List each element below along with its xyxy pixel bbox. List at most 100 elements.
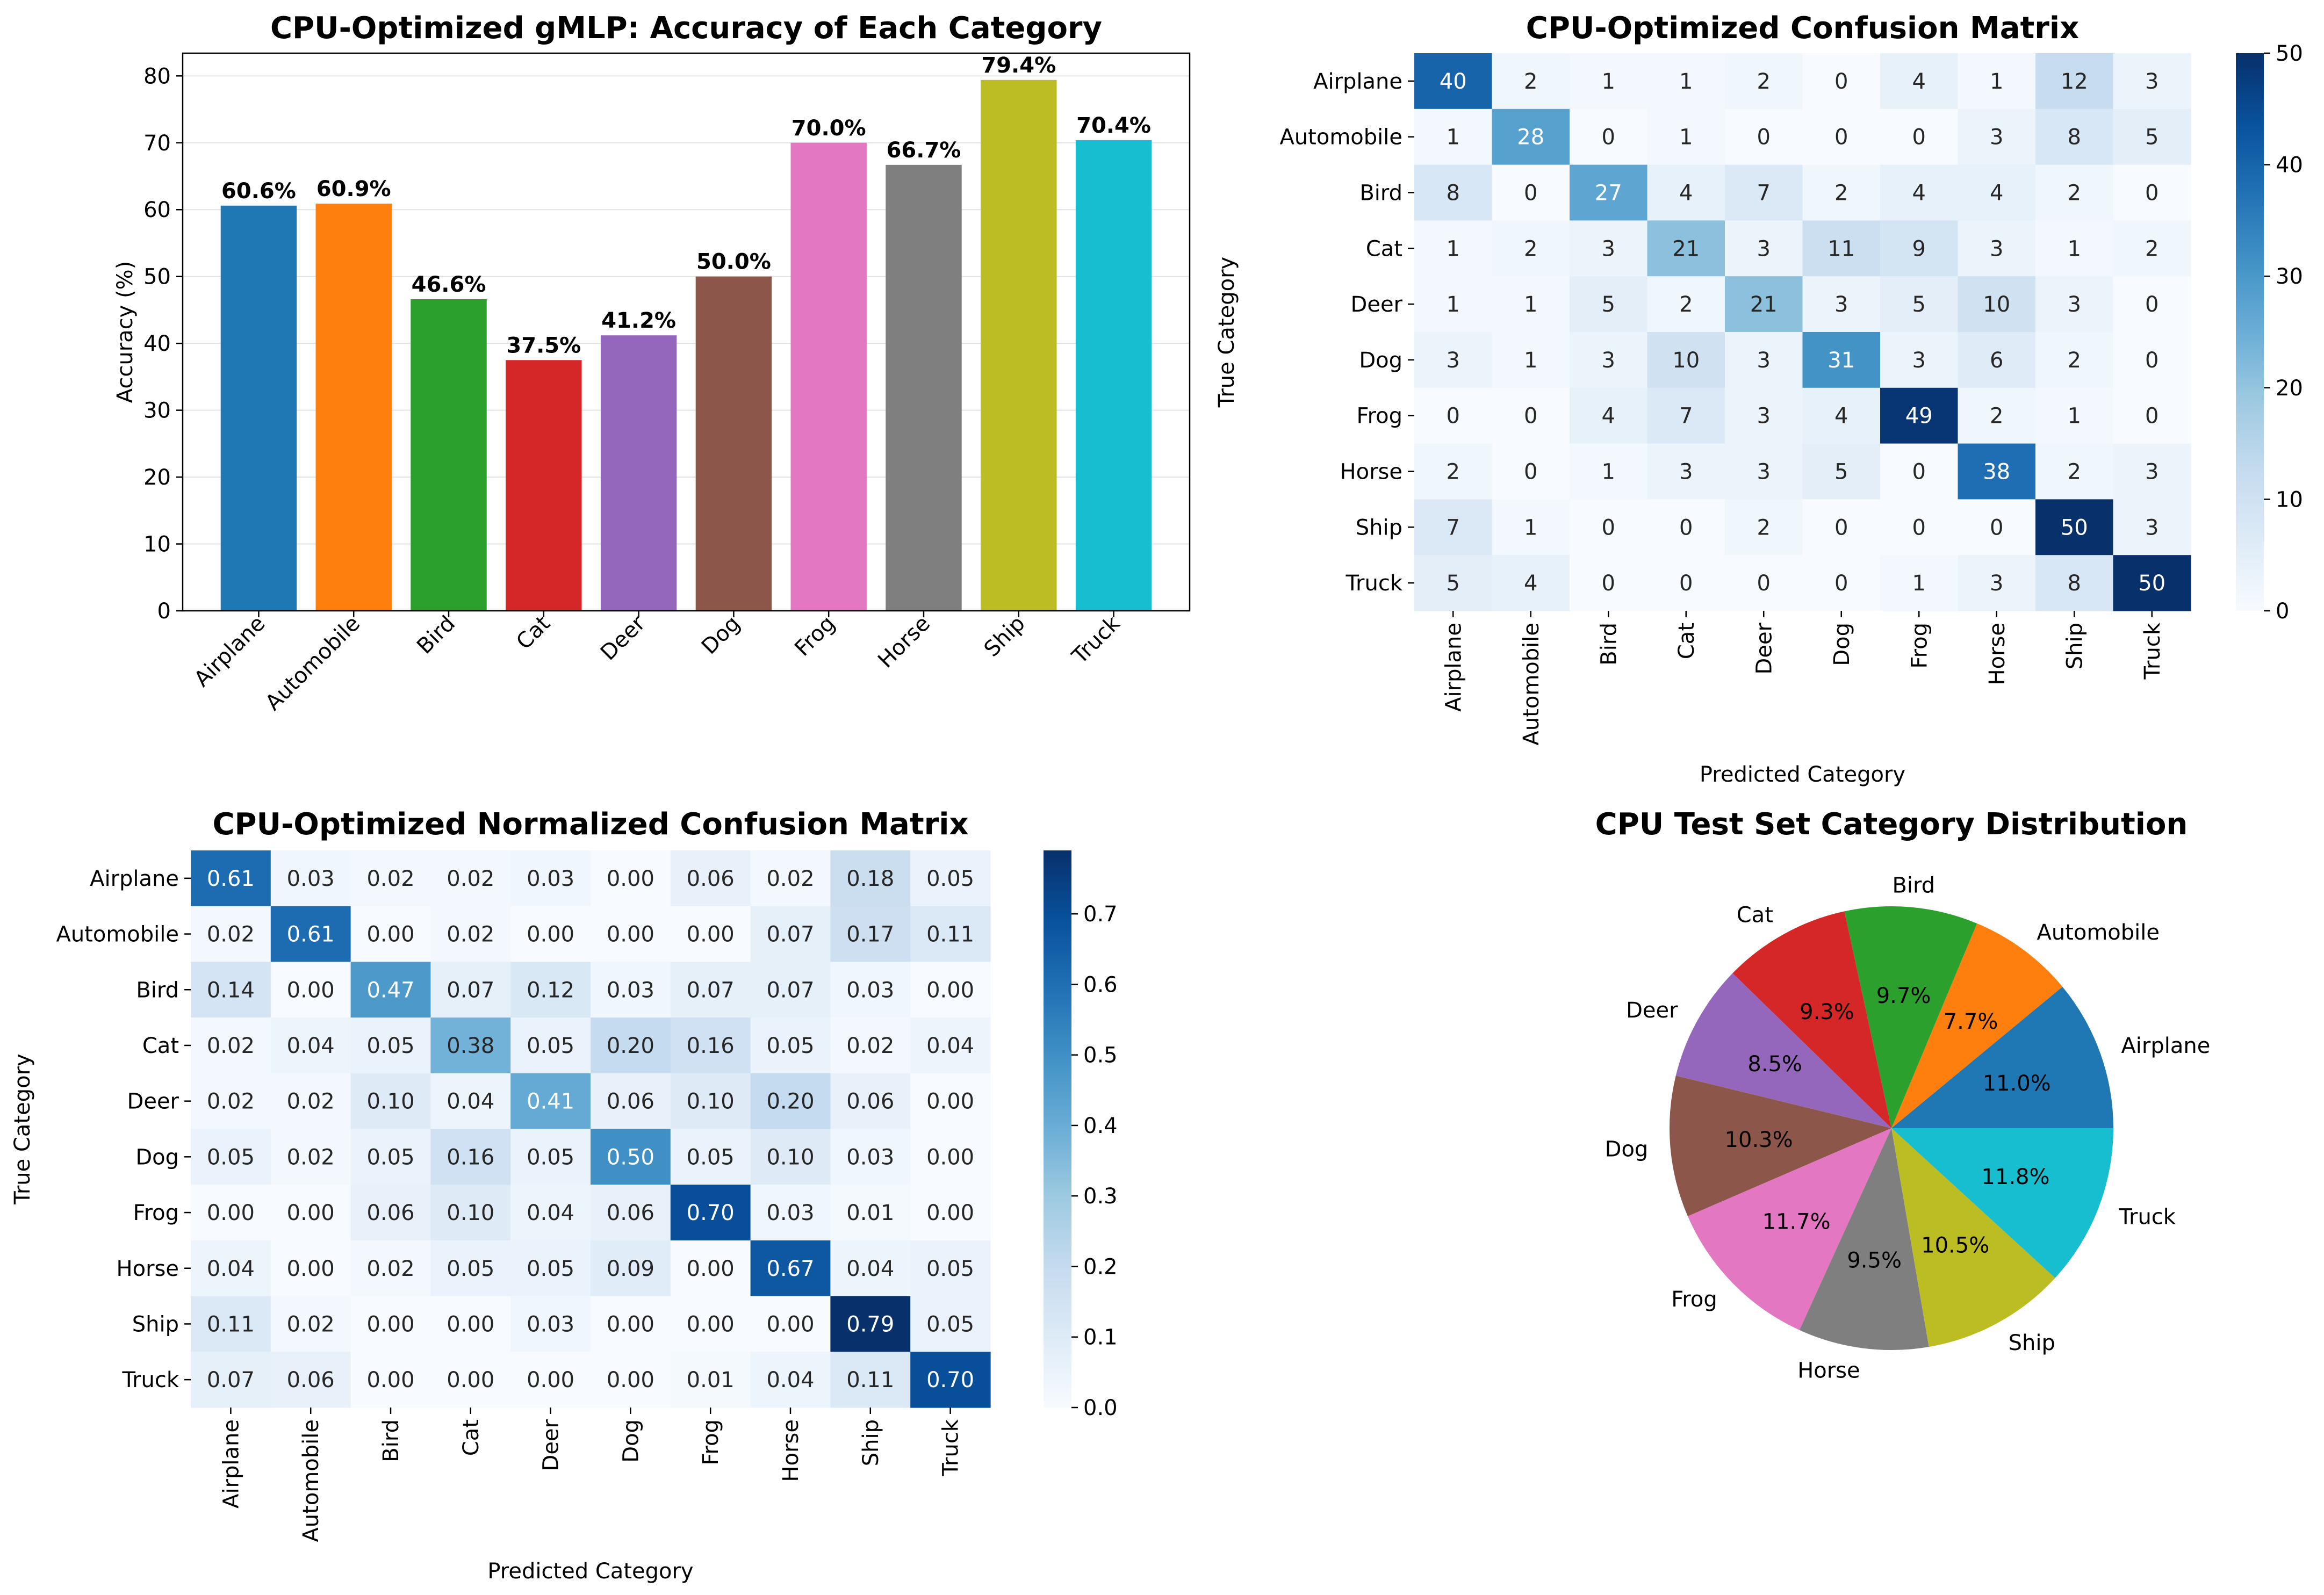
heatmap-cell bbox=[830, 1185, 911, 1241]
heatmap-cell bbox=[1492, 443, 1570, 500]
slice-percent-label: 11.7% bbox=[1762, 1210, 1831, 1235]
heatmap-cell bbox=[591, 1073, 671, 1130]
cell-value: 0.02 bbox=[447, 922, 494, 947]
heatmap-cell bbox=[510, 1296, 591, 1352]
heatmap-cell bbox=[670, 850, 751, 907]
y-tick-label: Horse bbox=[117, 1257, 179, 1281]
heatmap-cell bbox=[591, 962, 671, 1018]
cell-value: 4 bbox=[1602, 404, 1615, 429]
heatmap-cell bbox=[830, 1296, 911, 1352]
heatmap-cell bbox=[510, 962, 591, 1018]
heatmap-cell bbox=[591, 1296, 671, 1352]
heatmap-cell bbox=[1880, 276, 1959, 333]
colorbar-tick-label: 0 bbox=[2276, 599, 2289, 624]
cell-value: 1 bbox=[1679, 125, 1693, 150]
heatmap-cell bbox=[191, 1129, 271, 1185]
heatmap-cell bbox=[750, 1240, 831, 1297]
bar-automobile bbox=[315, 204, 392, 611]
colorbar-tick-label: 50 bbox=[2276, 41, 2303, 66]
cell-value: 0.38 bbox=[447, 1034, 494, 1058]
cell-value: 21 bbox=[1672, 236, 1700, 261]
cell-value: 0.03 bbox=[527, 867, 574, 891]
heatmap-cell bbox=[350, 906, 431, 962]
cell-value: 0.05 bbox=[366, 1034, 414, 1058]
cell-value: 3 bbox=[1757, 236, 1771, 261]
heatmap-cell bbox=[1725, 387, 1803, 444]
y-axis-label: Accuracy (%) bbox=[113, 261, 138, 403]
colorbar-tick-label: 0.0 bbox=[1083, 1396, 1118, 1420]
heatmap-cell bbox=[270, 962, 351, 1018]
bar-value-label: 50.0% bbox=[696, 250, 771, 275]
heatmap-cell bbox=[1570, 387, 1648, 444]
bar-value-label: 46.6% bbox=[412, 272, 486, 297]
cell-value: 2 bbox=[1447, 460, 1460, 485]
cell-value: 0.05 bbox=[926, 867, 974, 891]
cell-value: 0.70 bbox=[687, 1201, 735, 1225]
heatmap-cell bbox=[1802, 53, 1881, 110]
heatmap-cell bbox=[1570, 53, 1648, 110]
heatmap-cell bbox=[910, 850, 991, 907]
cell-value: 0.01 bbox=[687, 1368, 735, 1392]
cell-value: 8 bbox=[1447, 181, 1460, 206]
heatmap-cell bbox=[191, 1073, 271, 1130]
y-tick-label: Airplane bbox=[90, 867, 179, 891]
heatmap-cell bbox=[1492, 499, 1570, 555]
heatmap-cell bbox=[910, 1017, 991, 1074]
heatmap-cell bbox=[2035, 164, 2114, 221]
cell-value: 1 bbox=[2068, 236, 2081, 261]
y-tick-label: Automobile bbox=[1279, 125, 1402, 150]
heatmap-cell bbox=[750, 1296, 831, 1352]
heatmap-cell bbox=[830, 962, 911, 1018]
heatmap-cell bbox=[510, 850, 591, 907]
heatmap-cell bbox=[2113, 220, 2191, 277]
bar-value-label: 60.6% bbox=[221, 179, 296, 204]
cell-value: 0.04 bbox=[527, 1201, 574, 1225]
colorbar-tick-label: 0.5 bbox=[1083, 1043, 1118, 1068]
heatmap-cell bbox=[270, 850, 351, 907]
heatmap-cell bbox=[430, 1296, 511, 1352]
cell-value: 0.00 bbox=[766, 1312, 814, 1337]
cell-value: 0.61 bbox=[207, 867, 255, 891]
cell-value: 2 bbox=[2068, 181, 2081, 206]
cell-value: 0.41 bbox=[527, 1089, 574, 1114]
heatmap-cell bbox=[1647, 276, 1725, 333]
pie-slice-frog bbox=[1687, 1128, 1891, 1330]
cell-value: 2 bbox=[1834, 181, 1848, 206]
heatmap-cell bbox=[1492, 164, 1570, 221]
slice-category-label: Frog bbox=[1671, 1287, 1717, 1312]
x-tick-label: Dog bbox=[1830, 623, 1854, 666]
heatmap-cell bbox=[1414, 164, 1493, 221]
heatmap-cell bbox=[1958, 109, 2036, 165]
x-tick-label: Automobile bbox=[261, 611, 365, 716]
heatmap-cell bbox=[430, 1129, 511, 1185]
slice-category-label: Cat bbox=[1737, 903, 1773, 928]
chart-title: CPU-Optimized Normalized Confusion Matri… bbox=[212, 807, 968, 842]
cell-value: 8 bbox=[2068, 125, 2081, 150]
cell-value: 0.16 bbox=[687, 1034, 735, 1058]
heatmap-cell bbox=[1958, 164, 2036, 221]
heatmap-cell bbox=[910, 1185, 991, 1241]
heatmap-cell bbox=[670, 1017, 751, 1074]
heatmap-cell bbox=[1492, 387, 1570, 444]
heatmap-cell bbox=[1958, 276, 2036, 333]
heatmap-cell bbox=[1725, 276, 1803, 333]
heatmap-cell bbox=[1725, 53, 1803, 110]
colorbar-tick-label: 0.6 bbox=[1083, 972, 1118, 997]
cell-value: 10 bbox=[1672, 348, 1700, 373]
x-tick-label: Bird bbox=[379, 1419, 404, 1462]
heatmap-cell bbox=[1880, 164, 1959, 221]
cell-value: 0.02 bbox=[766, 867, 814, 891]
colorbar-tick-label: 20 bbox=[2276, 376, 2303, 401]
heatmap-cell bbox=[350, 1296, 431, 1352]
cell-value: 3 bbox=[1990, 571, 2003, 596]
cell-value: 0 bbox=[1912, 515, 1926, 540]
cell-value: 0.03 bbox=[287, 867, 335, 891]
heatmap-cell bbox=[2035, 555, 2114, 611]
heatmap-cell bbox=[2035, 332, 2114, 388]
pie-slice-cat bbox=[1732, 911, 1891, 1128]
heatmap-cell bbox=[1880, 109, 1959, 165]
x-tick-label: Frog bbox=[790, 611, 840, 661]
heatmap-cell bbox=[1492, 53, 1570, 110]
cell-value: 0.06 bbox=[287, 1368, 335, 1392]
heatmap-cell bbox=[1414, 555, 1493, 611]
